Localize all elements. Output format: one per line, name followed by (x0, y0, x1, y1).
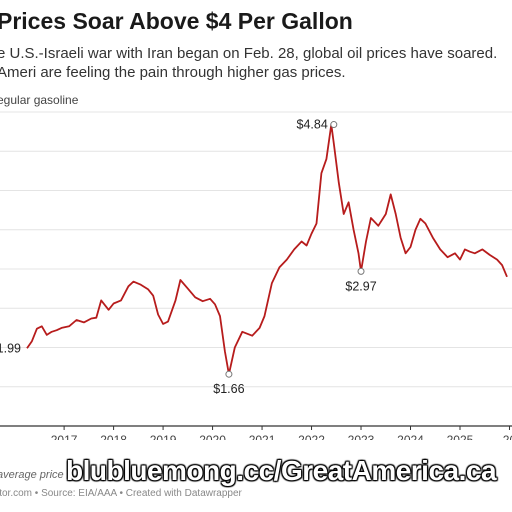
x-tick-label: 2022 (298, 433, 325, 440)
price-line-chart: 2017 2018 2019 2020 2021 2022 2023 2024 2025 20 $… (0, 111, 512, 440)
annotation-marker (330, 121, 338, 129)
annotation-label: $1.66 (213, 382, 244, 396)
gas-price-line (26, 123, 508, 376)
chart-title: Prices Soar Above $4 Per Gallon (0, 8, 353, 34)
x-tick-label: 2020 (199, 433, 226, 440)
x-tick-label: 2017 (51, 433, 78, 440)
grid-lines (0, 111, 512, 427)
x-axis-ticks: 2017 2018 2019 2020 2021 2022 2023 2024 2025 20 (51, 426, 512, 440)
annotation-marker (225, 370, 233, 378)
x-tick-label: 2021 (249, 433, 276, 440)
chart-subtitle: e U.S.-Israeli war with Iran began on Fe… (0, 45, 498, 81)
x-tick-label: 2019 (150, 433, 177, 440)
annotation-marker (357, 267, 365, 275)
x-tick-label: 2024 (397, 433, 424, 440)
footnote: average price (0, 469, 64, 481)
x-tick-label: 2023 (348, 433, 375, 440)
x-tick-label: 2025 (447, 433, 474, 440)
annotation-label: 1.99 (0, 341, 21, 355)
annotation-label: $2.97 (345, 279, 376, 293)
x-tick-label: 20 (503, 433, 512, 440)
watermark-text: blubluemong.cc/GreatAmerica.ca (66, 455, 497, 486)
source-credit: ltor.com • Source: EIA/AAA • Created wit… (0, 488, 242, 499)
annotations: $4.84 $2.97 $1.66 1.99 (0, 118, 377, 397)
x-tick-label: 2018 (100, 433, 127, 440)
y-axis-label: egular gasoline (0, 93, 79, 107)
annotation-label: $4.84 (297, 118, 328, 132)
